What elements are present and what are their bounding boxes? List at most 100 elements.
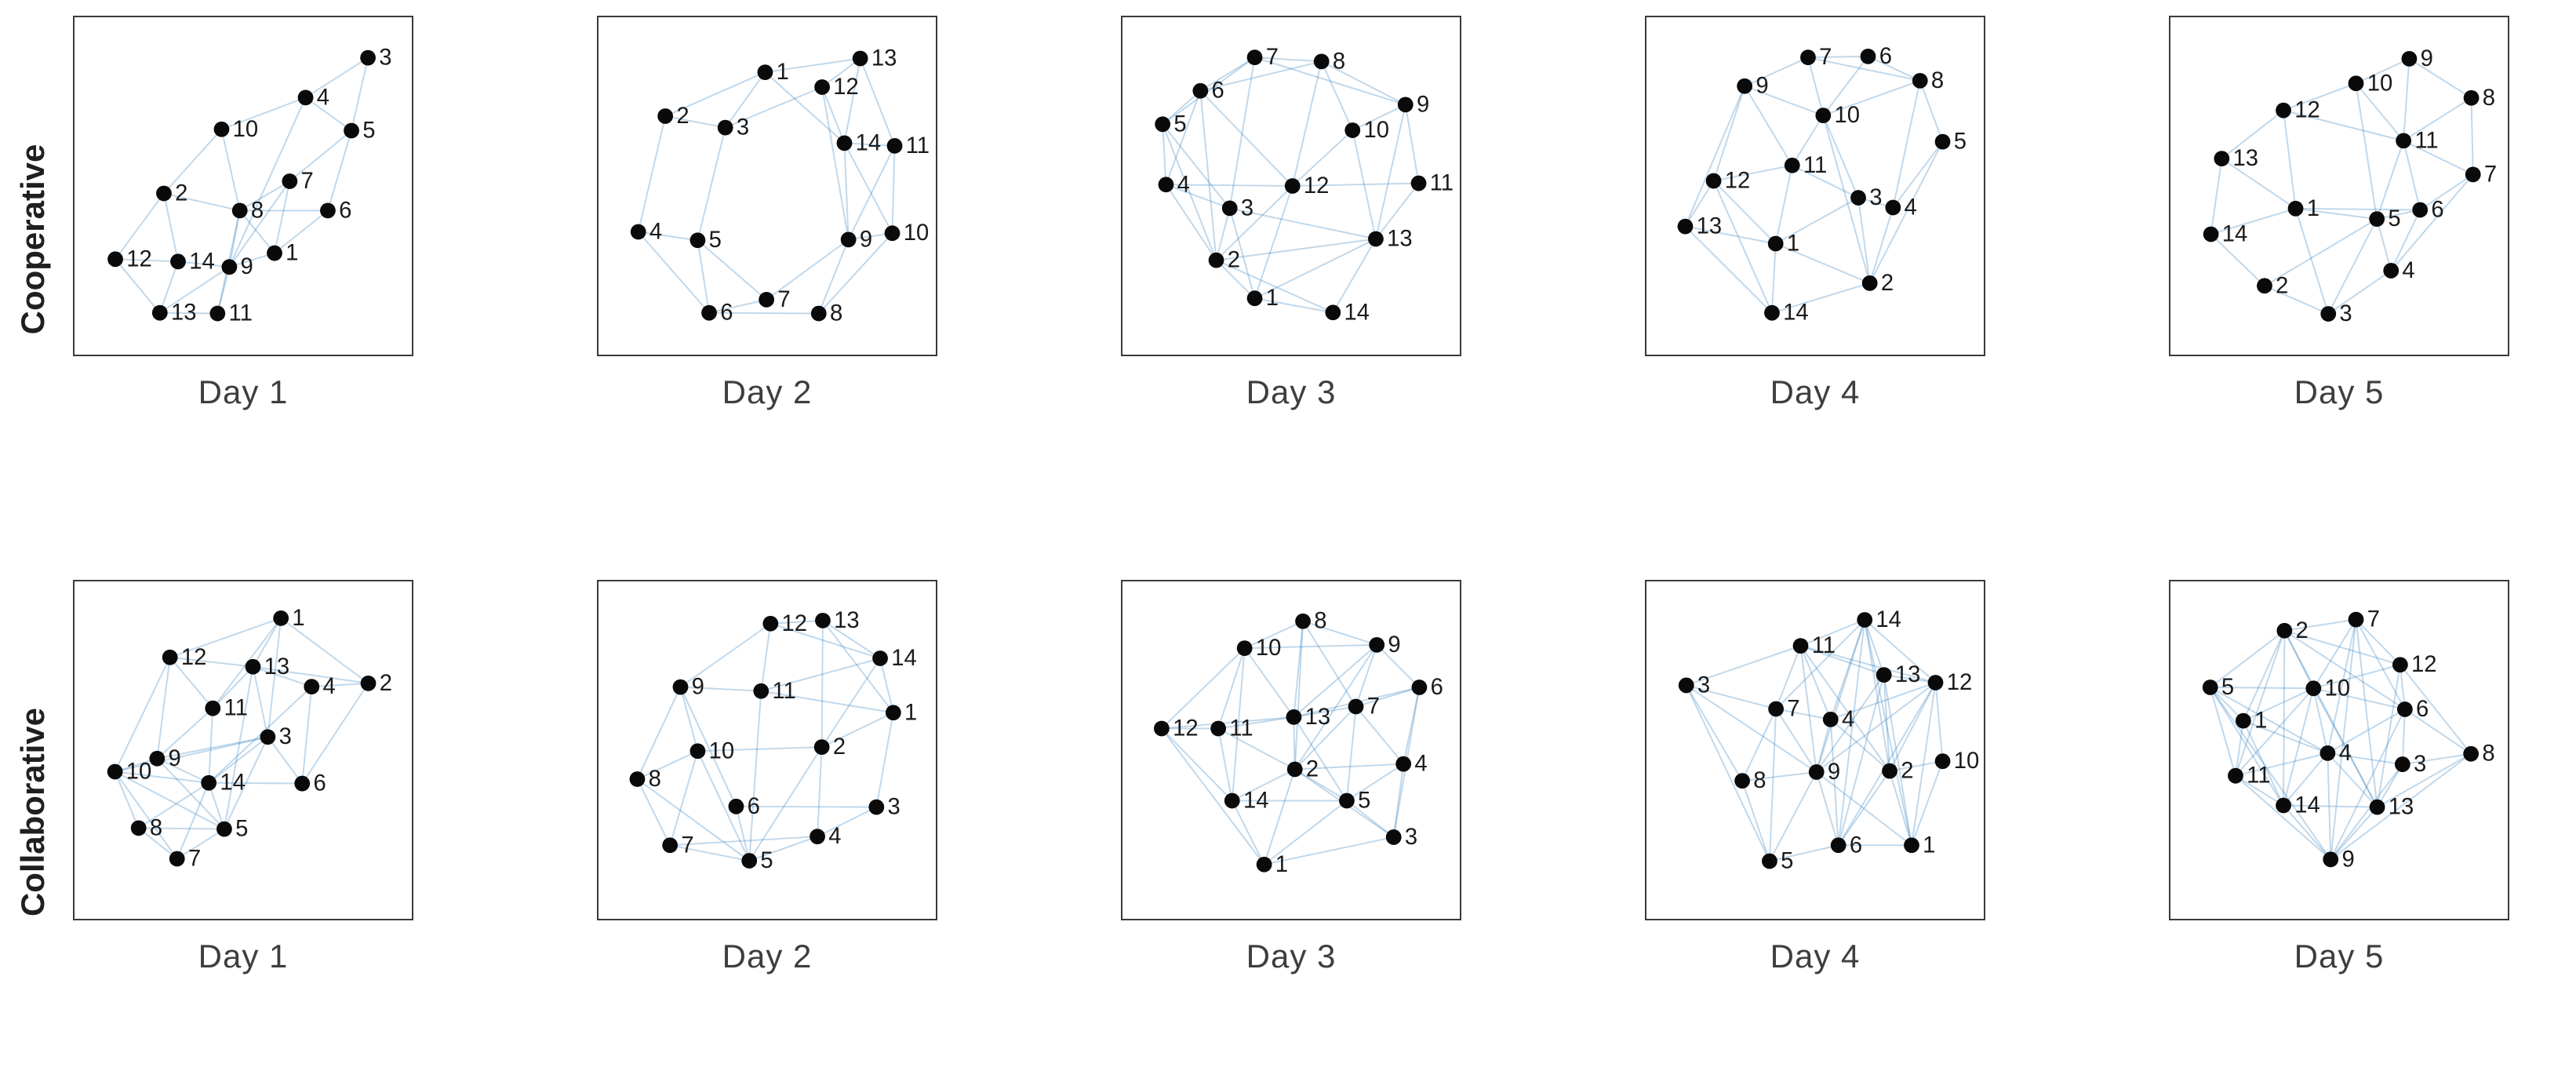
graph-node	[216, 821, 232, 837]
graph-edge	[1346, 763, 1404, 802]
node-label: 10	[233, 117, 259, 142]
graph-edge	[267, 736, 304, 785]
node-label: 12	[833, 75, 859, 100]
graph-edge	[679, 687, 737, 807]
graph-edge	[2376, 218, 2392, 271]
graph-edge	[2235, 774, 2331, 861]
graph-edge	[2327, 752, 2378, 808]
graph-edge	[1162, 123, 1217, 260]
graph-edge	[169, 657, 214, 709]
node-label: 10	[1256, 636, 1282, 661]
node-label: 8	[2483, 86, 2495, 111]
graph-node	[2276, 622, 2293, 639]
graph-edge	[770, 619, 824, 625]
graph-edge	[2264, 285, 2329, 315]
graph-edge	[637, 115, 667, 232]
graph-edge	[709, 311, 819, 315]
graph-edge	[821, 57, 861, 88]
graph-edge	[2283, 630, 2378, 808]
graph-edge	[1830, 719, 1890, 772]
graph-edge	[239, 180, 290, 212]
graph-edge	[843, 58, 861, 144]
node-label: 2	[833, 734, 846, 760]
graph-node	[1912, 72, 1928, 89]
graph-edge	[1889, 760, 1943, 772]
graph-edge	[2400, 664, 2472, 755]
network-panel: 1 2 3 4 5 6 7 8 9 10 11 12 13 14	[1645, 580, 1985, 920]
graph-edge	[2377, 752, 2472, 808]
graph-edge	[274, 209, 329, 254]
graph-edge	[1355, 705, 1404, 765]
graph-edge	[176, 828, 225, 860]
node-label: 13	[2389, 795, 2414, 820]
graph-edge	[1264, 836, 1394, 865]
graph-edge	[637, 750, 698, 780]
network-panel: 1 2 3 4 5 6 7 8 9 10 11 12 13 14	[2169, 16, 2509, 356]
graph-edge	[1217, 727, 1296, 771]
graph-edge	[2401, 709, 2406, 765]
graph-edge	[1162, 56, 1256, 126]
graph-edge	[1883, 675, 1891, 771]
graph-edge	[304, 97, 352, 132]
graph-edge	[1320, 60, 1354, 131]
node-label: 5	[1358, 789, 1370, 814]
graph-node	[2463, 745, 2480, 762]
graph-edge	[169, 617, 282, 658]
node-label: 11	[1803, 153, 1827, 178]
graph-edge	[1254, 56, 1322, 63]
graph-edge	[1775, 242, 1871, 284]
panel-cooperative-day3: 1 2 3 4 5 6 7 8 9 10 11 12 13 14 Day 3	[1121, 16, 1461, 411]
graph-node	[304, 679, 320, 695]
graph-edge	[228, 180, 291, 268]
graph-edge	[2312, 619, 2357, 689]
graph-edge	[159, 266, 230, 314]
graph-node	[2348, 75, 2364, 92]
graph-edge	[1346, 800, 1395, 838]
node-label: 13	[171, 301, 197, 326]
graph-edge	[2210, 687, 2244, 722]
graph-node	[1368, 231, 1384, 247]
graph-node	[1830, 837, 1846, 854]
node-label: 13	[264, 654, 290, 679]
graph-node	[1256, 856, 1272, 873]
graph-edge	[157, 736, 268, 760]
graph-edge	[1774, 165, 1793, 244]
graph-node	[1295, 613, 1311, 629]
graph-edge	[138, 781, 209, 829]
graph-edge	[766, 239, 850, 301]
graph-node	[1784, 157, 1800, 173]
node-label: 11	[2247, 763, 2270, 789]
graph-edge	[2235, 630, 2286, 776]
node-label: 6	[1850, 832, 1862, 858]
graph-node	[344, 122, 359, 139]
node-label: 5	[1173, 111, 1186, 137]
node-label: 12	[2294, 98, 2320, 123]
graph-edge	[156, 707, 213, 760]
node-label: 9	[1756, 74, 1768, 99]
node-label: 14	[220, 771, 246, 796]
graph-edge	[208, 782, 225, 829]
graph-edge	[844, 142, 895, 147]
node-label: 7	[1819, 45, 1832, 70]
graph-edge	[1830, 682, 1936, 720]
graph-edge	[1815, 619, 1866, 773]
graph-edge	[2283, 110, 2297, 209]
graph-node	[1678, 677, 1694, 694]
node-label: 11	[224, 696, 247, 721]
network-panel: 1 2 3 4 5 6 7 8 9 10 11 12 13 14	[73, 580, 413, 920]
graph-node	[1210, 720, 1227, 737]
graph-node	[213, 121, 230, 137]
node-label: 7	[1266, 45, 1279, 70]
panel-collaborative-day3: 1 2 3 4 5 6 7 8 9 10 11 12 13 14 Day 3	[1121, 580, 1461, 975]
graph-node	[2323, 851, 2339, 868]
graph-edge	[1712, 180, 1773, 314]
graph-edge	[1293, 644, 1377, 718]
graph-node	[2320, 306, 2337, 322]
graph-edge	[1769, 844, 1839, 862]
graph-node	[657, 108, 674, 124]
graph-edge	[2355, 619, 2378, 807]
graph-node	[2305, 680, 2322, 697]
node-label: 10	[904, 220, 930, 246]
graph-edge	[1404, 104, 1420, 184]
node-label: 6	[1879, 44, 1892, 69]
